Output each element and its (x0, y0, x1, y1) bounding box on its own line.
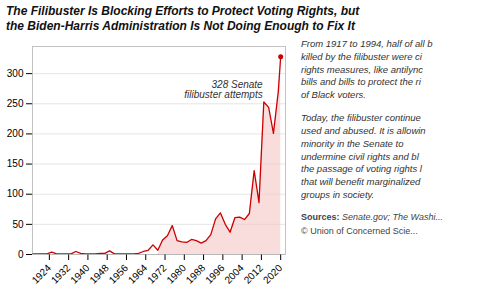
svg-text:1956: 1956 (107, 262, 131, 286)
svg-text:250: 250 (7, 98, 24, 109)
svg-text:1988: 1988 (184, 262, 208, 286)
svg-text:200: 200 (7, 128, 24, 139)
svg-text:2012: 2012 (242, 262, 266, 286)
svg-text:0: 0 (18, 249, 24, 260)
svg-text:1964: 1964 (126, 262, 150, 286)
svg-text:2020: 2020 (261, 262, 285, 286)
html-text:© Union of Concerned Scie...: © Union of Concerned Scie... (301, 225, 418, 236)
svg-text:100: 100 (7, 188, 24, 199)
svg-text:1924: 1924 (30, 262, 54, 286)
svg-text:1948: 1948 (87, 262, 111, 286)
svg-text:300: 300 (7, 68, 24, 79)
svg-text:1980: 1980 (164, 262, 188, 286)
html-text:Sources: Senate.gov; The Washi: Sources: Senate.gov; The Washi... (301, 211, 443, 222)
svg-text:1972: 1972 (145, 262, 169, 286)
svg-text:1996: 1996 (203, 262, 227, 286)
html-text:The Filibuster Is Blocking Eff: The Filibuster Is Blocking Efforts to Pr… (6, 4, 360, 33)
svg-text:1940: 1940 (68, 262, 92, 286)
svg-text:328 Senatefilibuster attempts: 328 Senatefilibuster attempts (184, 79, 263, 100)
svg-text:50: 50 (12, 219, 24, 230)
svg-text:150: 150 (7, 158, 24, 169)
html-text:Today, the filibuster continue: Today, the filibuster continue used and … (301, 112, 426, 200)
svg-text:2004: 2004 (222, 262, 246, 286)
svg-text:1932: 1932 (49, 262, 73, 286)
html-text:From 1917 to 1994, half of all: From 1917 to 1994, half of all b killed … (301, 38, 433, 101)
